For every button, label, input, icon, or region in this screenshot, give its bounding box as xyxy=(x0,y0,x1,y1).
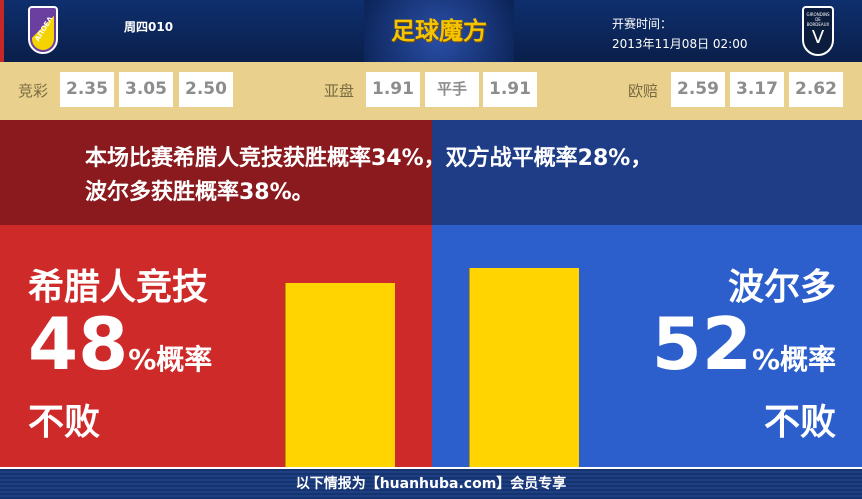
summary-line: 波尔多获胜概率38%。 xyxy=(85,180,314,205)
kickoff-time: 开赛时间： 2013年11月08日 02:00 xyxy=(612,14,747,54)
away-percent: 52%概率 xyxy=(651,302,836,386)
match-header: ΑΠΟΕΛ 周四010 足球魔方 开赛时间： 2013年11月08日 02:00… xyxy=(0,0,862,62)
odds-label-yapan: 亚盘 xyxy=(324,82,355,100)
away-team-name: 波尔多 xyxy=(727,267,836,308)
home-team-name: 希腊人竞技 xyxy=(28,267,209,308)
odds-value: 2.62 xyxy=(789,72,843,107)
home-team-logo: ΑΠΟΕΛ xyxy=(28,6,58,54)
odds-bar: 竞彩 2.35 3.05 2.50 亚盘 1.91 平手 1.91 欧赔 2.5… xyxy=(0,62,862,120)
away-team-logo: GIRONDINS DE BORDEAUX V xyxy=(802,6,834,56)
kickoff-value: 2013年11月08日 02:00 xyxy=(612,37,748,51)
odds-value: 3.05 xyxy=(119,72,173,107)
odds-value: 2.35 xyxy=(60,72,114,107)
away-logo-text: GIRONDINS DE BORDEAUX xyxy=(806,12,830,27)
odds-value: 2.59 xyxy=(671,72,725,107)
odds-value: 1.91 xyxy=(483,72,537,107)
away-outcome: 不败 xyxy=(763,402,836,443)
odds-value: 2.50 xyxy=(179,72,233,107)
home-percent: 48%概率 xyxy=(28,302,213,386)
odds-value: 3.17 xyxy=(730,72,784,107)
match-number: 周四010 xyxy=(124,20,174,34)
odds-label-jingcai: 竞彩 xyxy=(18,82,49,100)
home-outcome: 不败 xyxy=(28,402,101,443)
summary-line: 本场比赛希腊人竞技获胜概率34%，双方战平概率28%， xyxy=(85,146,653,171)
kickoff-label: 开赛时间： xyxy=(612,17,673,31)
probability-summary: 本场比赛希腊人竞技获胜概率34%，双方战平概率28%， 波尔多获胜概率38%。 xyxy=(85,142,805,210)
odds-label-oupei: 欧赔 xyxy=(628,82,659,100)
odds-value: 平手 xyxy=(425,72,479,107)
away-probability-bar xyxy=(469,267,579,467)
brand-logo: 足球魔方 xyxy=(364,0,514,62)
home-probability-bar xyxy=(285,283,395,467)
odds-value: 1.91 xyxy=(366,72,420,107)
member-footer[interactable]: 以下情报为【huanhuba.com】会员专享 xyxy=(0,467,862,499)
